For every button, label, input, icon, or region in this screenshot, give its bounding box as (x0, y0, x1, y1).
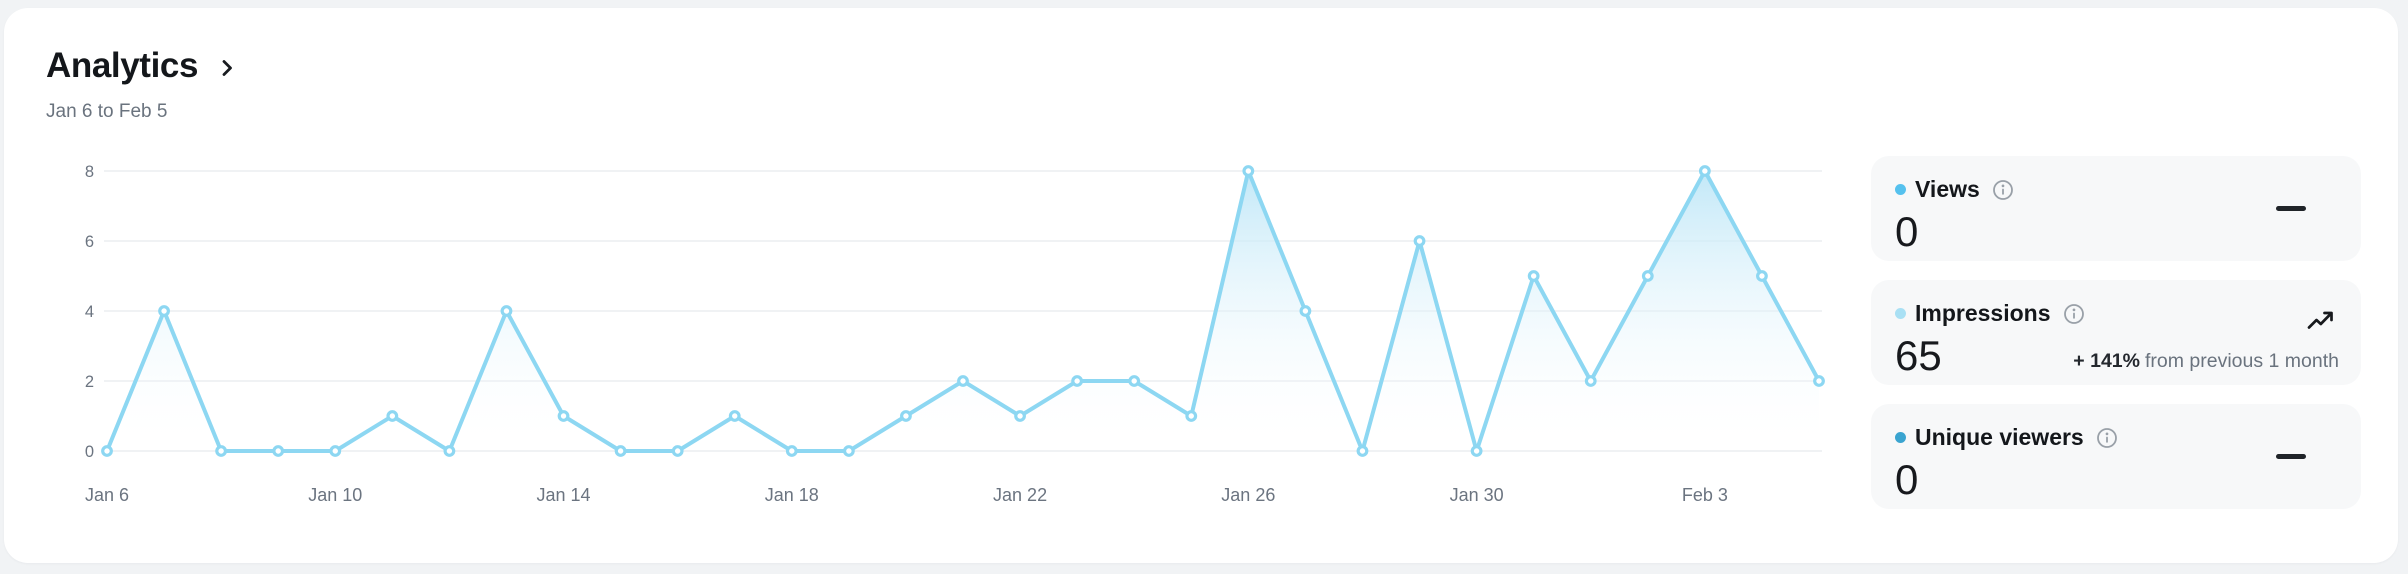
stat-card-impressions: Impressions 65 + 141% from previous 1 mo (1871, 280, 2361, 385)
panel-header: Analytics Jan 6 to Feb 5 (46, 46, 238, 123)
impressions-label-row: Impressions (1895, 300, 2337, 326)
svg-text:8: 8 (85, 163, 94, 181)
unique-viewers-label-row: Unique viewers (1895, 424, 2337, 450)
views-label-row: Views (1895, 176, 2337, 202)
stats-column: Views 0 Impressions (1871, 156, 2361, 509)
analytics-link[interactable]: Analytics (46, 46, 238, 86)
unique-viewers-value: 0 (1895, 456, 1919, 504)
svg-text:2: 2 (85, 373, 94, 391)
svg-text:Jan 22: Jan 22 (993, 485, 1047, 505)
impressions-legend-dot-icon (1895, 308, 1906, 320)
svg-text:Jan 6: Jan 6 (85, 485, 129, 505)
unique-viewers-info-icon[interactable] (2096, 427, 2118, 449)
date-range: Jan 6 to Feb 5 (46, 101, 168, 122)
views-info-icon[interactable] (1992, 179, 2014, 201)
trending-up-icon (2307, 310, 2334, 336)
impressions-line-chart[interactable]: 0 2 4 6 8 Jan 6 Jan 10 Jan 14 Jan 18 Jan 22 Jan 26… (4, 8, 1874, 528)
svg-text:0: 0 (85, 443, 94, 461)
svg-text:4: 4 (85, 303, 94, 321)
svg-text:Feb 3: Feb 3 (1682, 485, 1728, 505)
svg-text:6: 6 (85, 233, 94, 251)
unique-viewers-flat-trend-dash-icon (2276, 453, 2306, 459)
unique-viewers-legend-dot-icon (1895, 432, 1906, 444)
impressions-delta: + 141% from previous 1 month (2073, 350, 2339, 373)
stat-card-unique-viewers: Unique viewers 0 (1871, 404, 2361, 509)
svg-text:Jan 10: Jan 10 (308, 485, 362, 505)
views-flat-trend-dash-icon (2276, 205, 2306, 211)
delta-percent: + 141% (2073, 350, 2140, 372)
stat-card-views: Views 0 (1871, 156, 2361, 261)
svg-text:Jan 26: Jan 26 (1221, 485, 1275, 505)
views-label: Views (1915, 176, 1980, 202)
page-title: Analytics (46, 46, 199, 85)
chevron-right-icon (216, 57, 238, 79)
svg-text:Jan 30: Jan 30 (1450, 485, 1504, 505)
analytics-panel: Analytics Jan 6 to Feb 5 0 2 4 6 8 Jan 6 Jan 1… (4, 8, 2398, 563)
views-value: 0 (1895, 208, 1919, 256)
impressions-label: Impressions (1915, 300, 2051, 326)
unique-viewers-label: Unique viewers (1915, 424, 2084, 450)
delta-period: from previous 1 month (2144, 350, 2339, 372)
impressions-value: 65 (1895, 332, 1942, 380)
impressions-info-icon[interactable] (2063, 303, 2085, 325)
views-legend-dot-icon (1895, 184, 1906, 196)
svg-text:Jan 18: Jan 18 (765, 485, 819, 505)
svg-text:Jan 14: Jan 14 (537, 485, 591, 505)
